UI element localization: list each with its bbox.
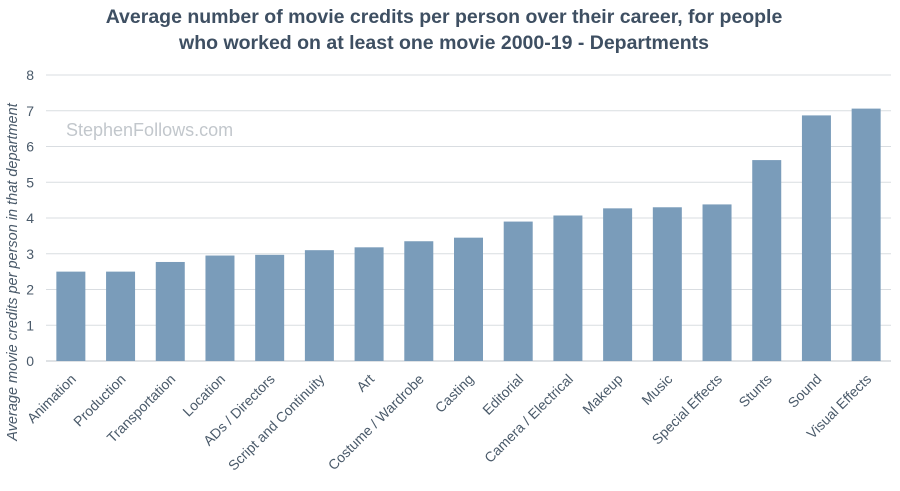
- chart-title-line-2: who worked on at least one movie 2000-19…: [179, 32, 709, 54]
- bar: [801, 115, 831, 362]
- bar: [155, 261, 185, 361]
- bar: [603, 208, 633, 361]
- x-tick-label: Location: [179, 371, 228, 420]
- watermark: StephenFollows.com: [66, 120, 234, 140]
- y-tick-label: 6: [26, 139, 34, 155]
- bar: [404, 241, 434, 361]
- y-tick-label: 1: [26, 317, 34, 333]
- y-tick-label: 0: [26, 353, 34, 369]
- y-tick-label: 3: [26, 246, 34, 262]
- x-tick-label: Casting: [432, 371, 477, 416]
- x-tick-label: Makeup: [579, 371, 626, 418]
- x-tick-label: Art: [353, 371, 377, 395]
- x-tick-label: Camera / Electrical: [481, 371, 576, 466]
- bar: [652, 207, 682, 361]
- bar: [255, 254, 285, 361]
- bar: [56, 271, 86, 361]
- x-tick-label: Editorial: [479, 371, 526, 418]
- bar: [851, 108, 881, 361]
- chart-title: Average number of movie credits per pers…: [0, 4, 888, 56]
- x-tick-label: Sound: [785, 371, 825, 411]
- chart-title-line-1: Average number of movie credits per pers…: [105, 6, 783, 28]
- x-tick-label: Script and Continuity: [225, 371, 328, 474]
- y-tick-label: 2: [26, 282, 34, 298]
- bar: [304, 250, 334, 361]
- bar: [106, 271, 136, 361]
- x-tick-label: Music: [638, 371, 675, 408]
- y-tick-label: 5: [26, 174, 34, 190]
- bar: [454, 237, 483, 361]
- y-tick-label: 7: [26, 103, 34, 119]
- bar: [553, 215, 583, 361]
- bar: [503, 221, 533, 361]
- bar: [205, 255, 235, 361]
- y-tick-label: 4: [26, 210, 34, 226]
- y-tick-label: 8: [26, 67, 34, 83]
- bar: [354, 247, 384, 361]
- bar: [702, 204, 732, 361]
- x-tick-label: Costume / Wardrobe: [325, 371, 427, 473]
- x-tick-label: Stunts: [735, 371, 774, 410]
- bar: [752, 160, 782, 361]
